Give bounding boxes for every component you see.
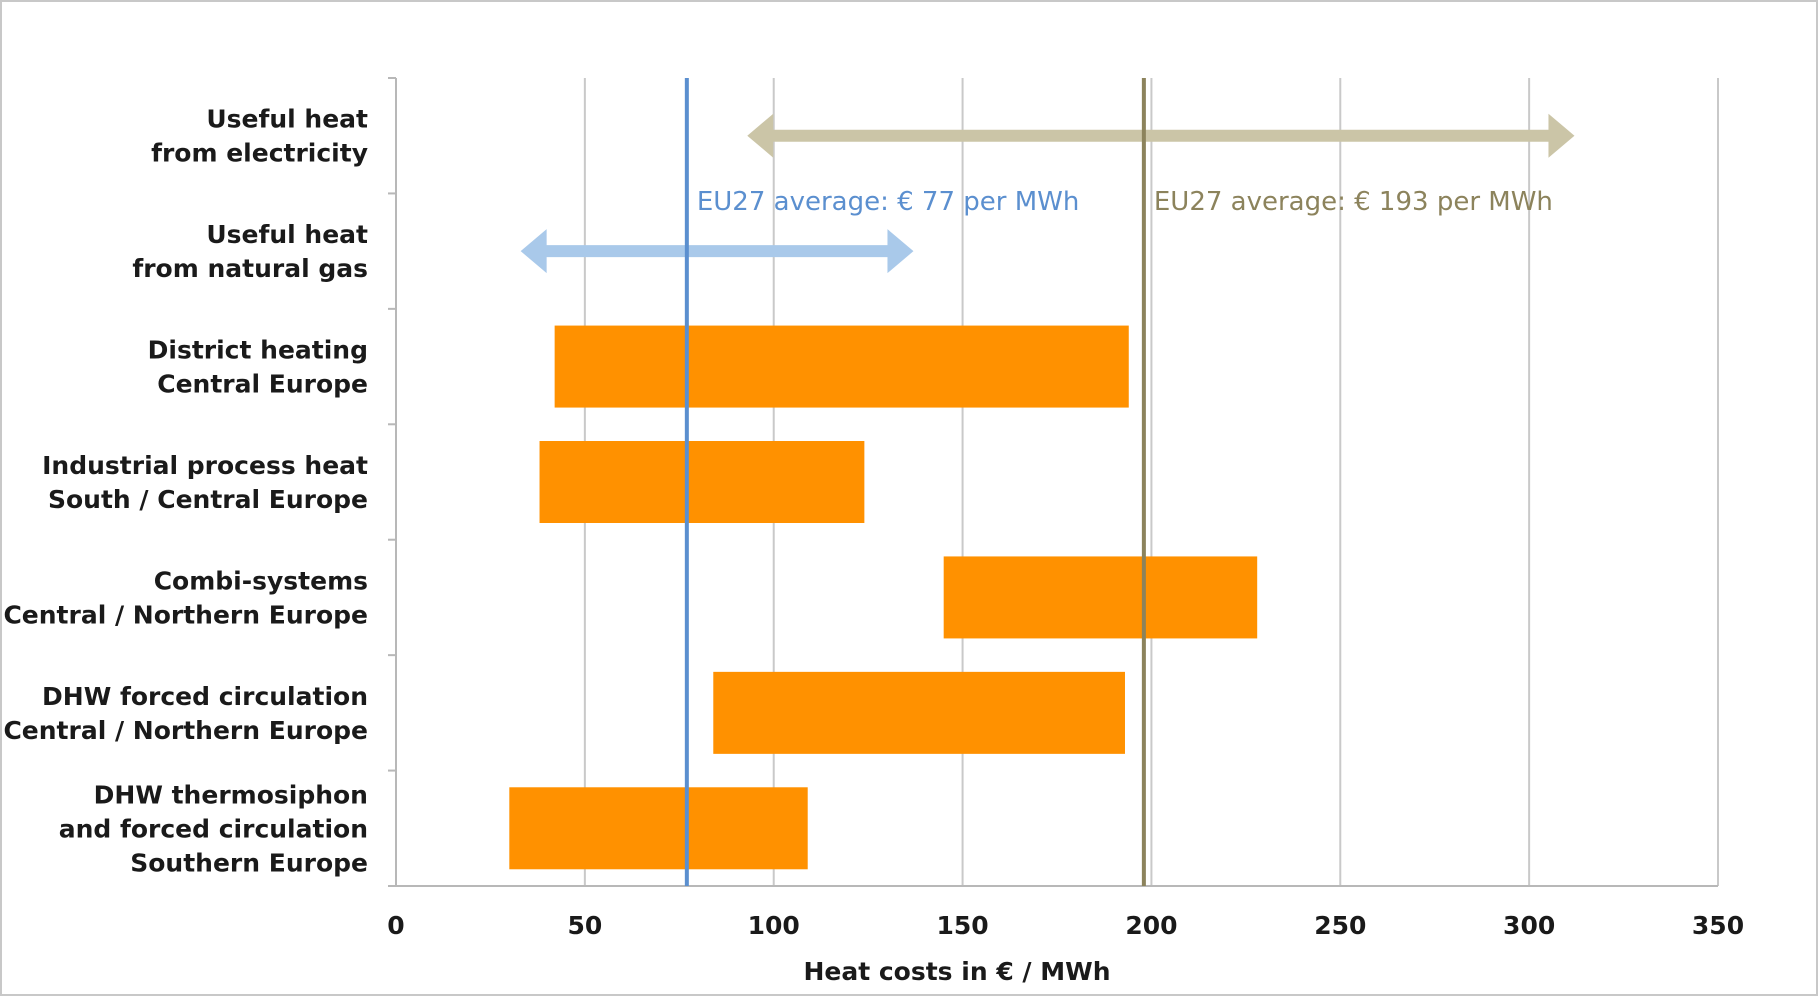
category-label-line: Central Europe — [157, 370, 368, 399]
range-bar-3 — [539, 441, 865, 523]
range-arrow-1 — [520, 229, 914, 274]
x-tick-label-100: 100 — [748, 911, 800, 940]
x-tick-label-250: 250 — [1314, 911, 1366, 940]
x-tick-labels: 0 50 100 150 200 250 300 350 — [387, 911, 1744, 940]
category-label-line: South / Central Europe — [48, 485, 368, 514]
reference-label-1: EU27 average: € 193 per MWh — [1154, 187, 1553, 217]
category-label-line: Central / Northern Europe — [3, 716, 368, 745]
category-labels: Useful heat from electricity Useful heat fr… — [3, 105, 368, 878]
x-tick-label-50: 50 — [567, 911, 602, 940]
category-label-line: District heating — [148, 336, 368, 365]
category-label-2: District heating Central Europe — [148, 336, 368, 399]
category-label-line: and forced circulation — [59, 814, 368, 843]
x-tick-label-0: 0 — [387, 911, 404, 940]
category-label-line: DHW forced circulation — [42, 682, 368, 711]
category-label-line: Useful heat — [206, 220, 368, 249]
category-label-line: Industrial process heat — [42, 451, 368, 480]
category-label-4: Combi-systems Central / Northern Europe — [3, 566, 368, 629]
category-label-line: Useful heat — [206, 105, 368, 134]
x-tick-label-150: 150 — [936, 911, 988, 940]
category-label-3: Industrial process heat South / Central E… — [42, 451, 368, 514]
category-label-6: DHW thermosiphon and forced circulation So… — [59, 780, 368, 877]
x-tick-label-350: 350 — [1692, 911, 1744, 940]
grid-lines — [583, 78, 1719, 886]
axes — [388, 77, 1718, 887]
range-arrow-0 — [747, 113, 1575, 158]
x-axis-title: Heat costs in € / MWh — [803, 957, 1110, 986]
category-label-line: DHW thermosiphon — [94, 780, 368, 809]
category-label-1: Useful heat from natural gas — [132, 220, 368, 283]
category-label-line: Combi-systems — [154, 566, 368, 595]
category-label-0: Useful heat from electricity — [151, 105, 368, 168]
range-bar-4 — [943, 556, 1258, 639]
category-label-5: DHW forced circulation Central / Northern… — [3, 682, 368, 745]
x-tick-label-200: 200 — [1125, 911, 1177, 940]
range-marks — [509, 113, 1575, 870]
category-label-line: from electricity — [151, 139, 368, 168]
x-tick-label-300: 300 — [1503, 911, 1555, 940]
reference-lines: EU27 average: € 77 per MWh EU27 average: … — [684, 78, 1553, 886]
range-bar-2 — [554, 325, 1129, 408]
range-bar-5 — [713, 671, 1125, 754]
reference-label-0: EU27 average: € 77 per MWh — [697, 187, 1080, 217]
category-label-line: Southern Europe — [130, 848, 368, 877]
category-label-line: from natural gas — [132, 254, 368, 283]
range-bar-6 — [509, 787, 808, 870]
category-label-line: Central / Northern Europe — [3, 600, 368, 629]
